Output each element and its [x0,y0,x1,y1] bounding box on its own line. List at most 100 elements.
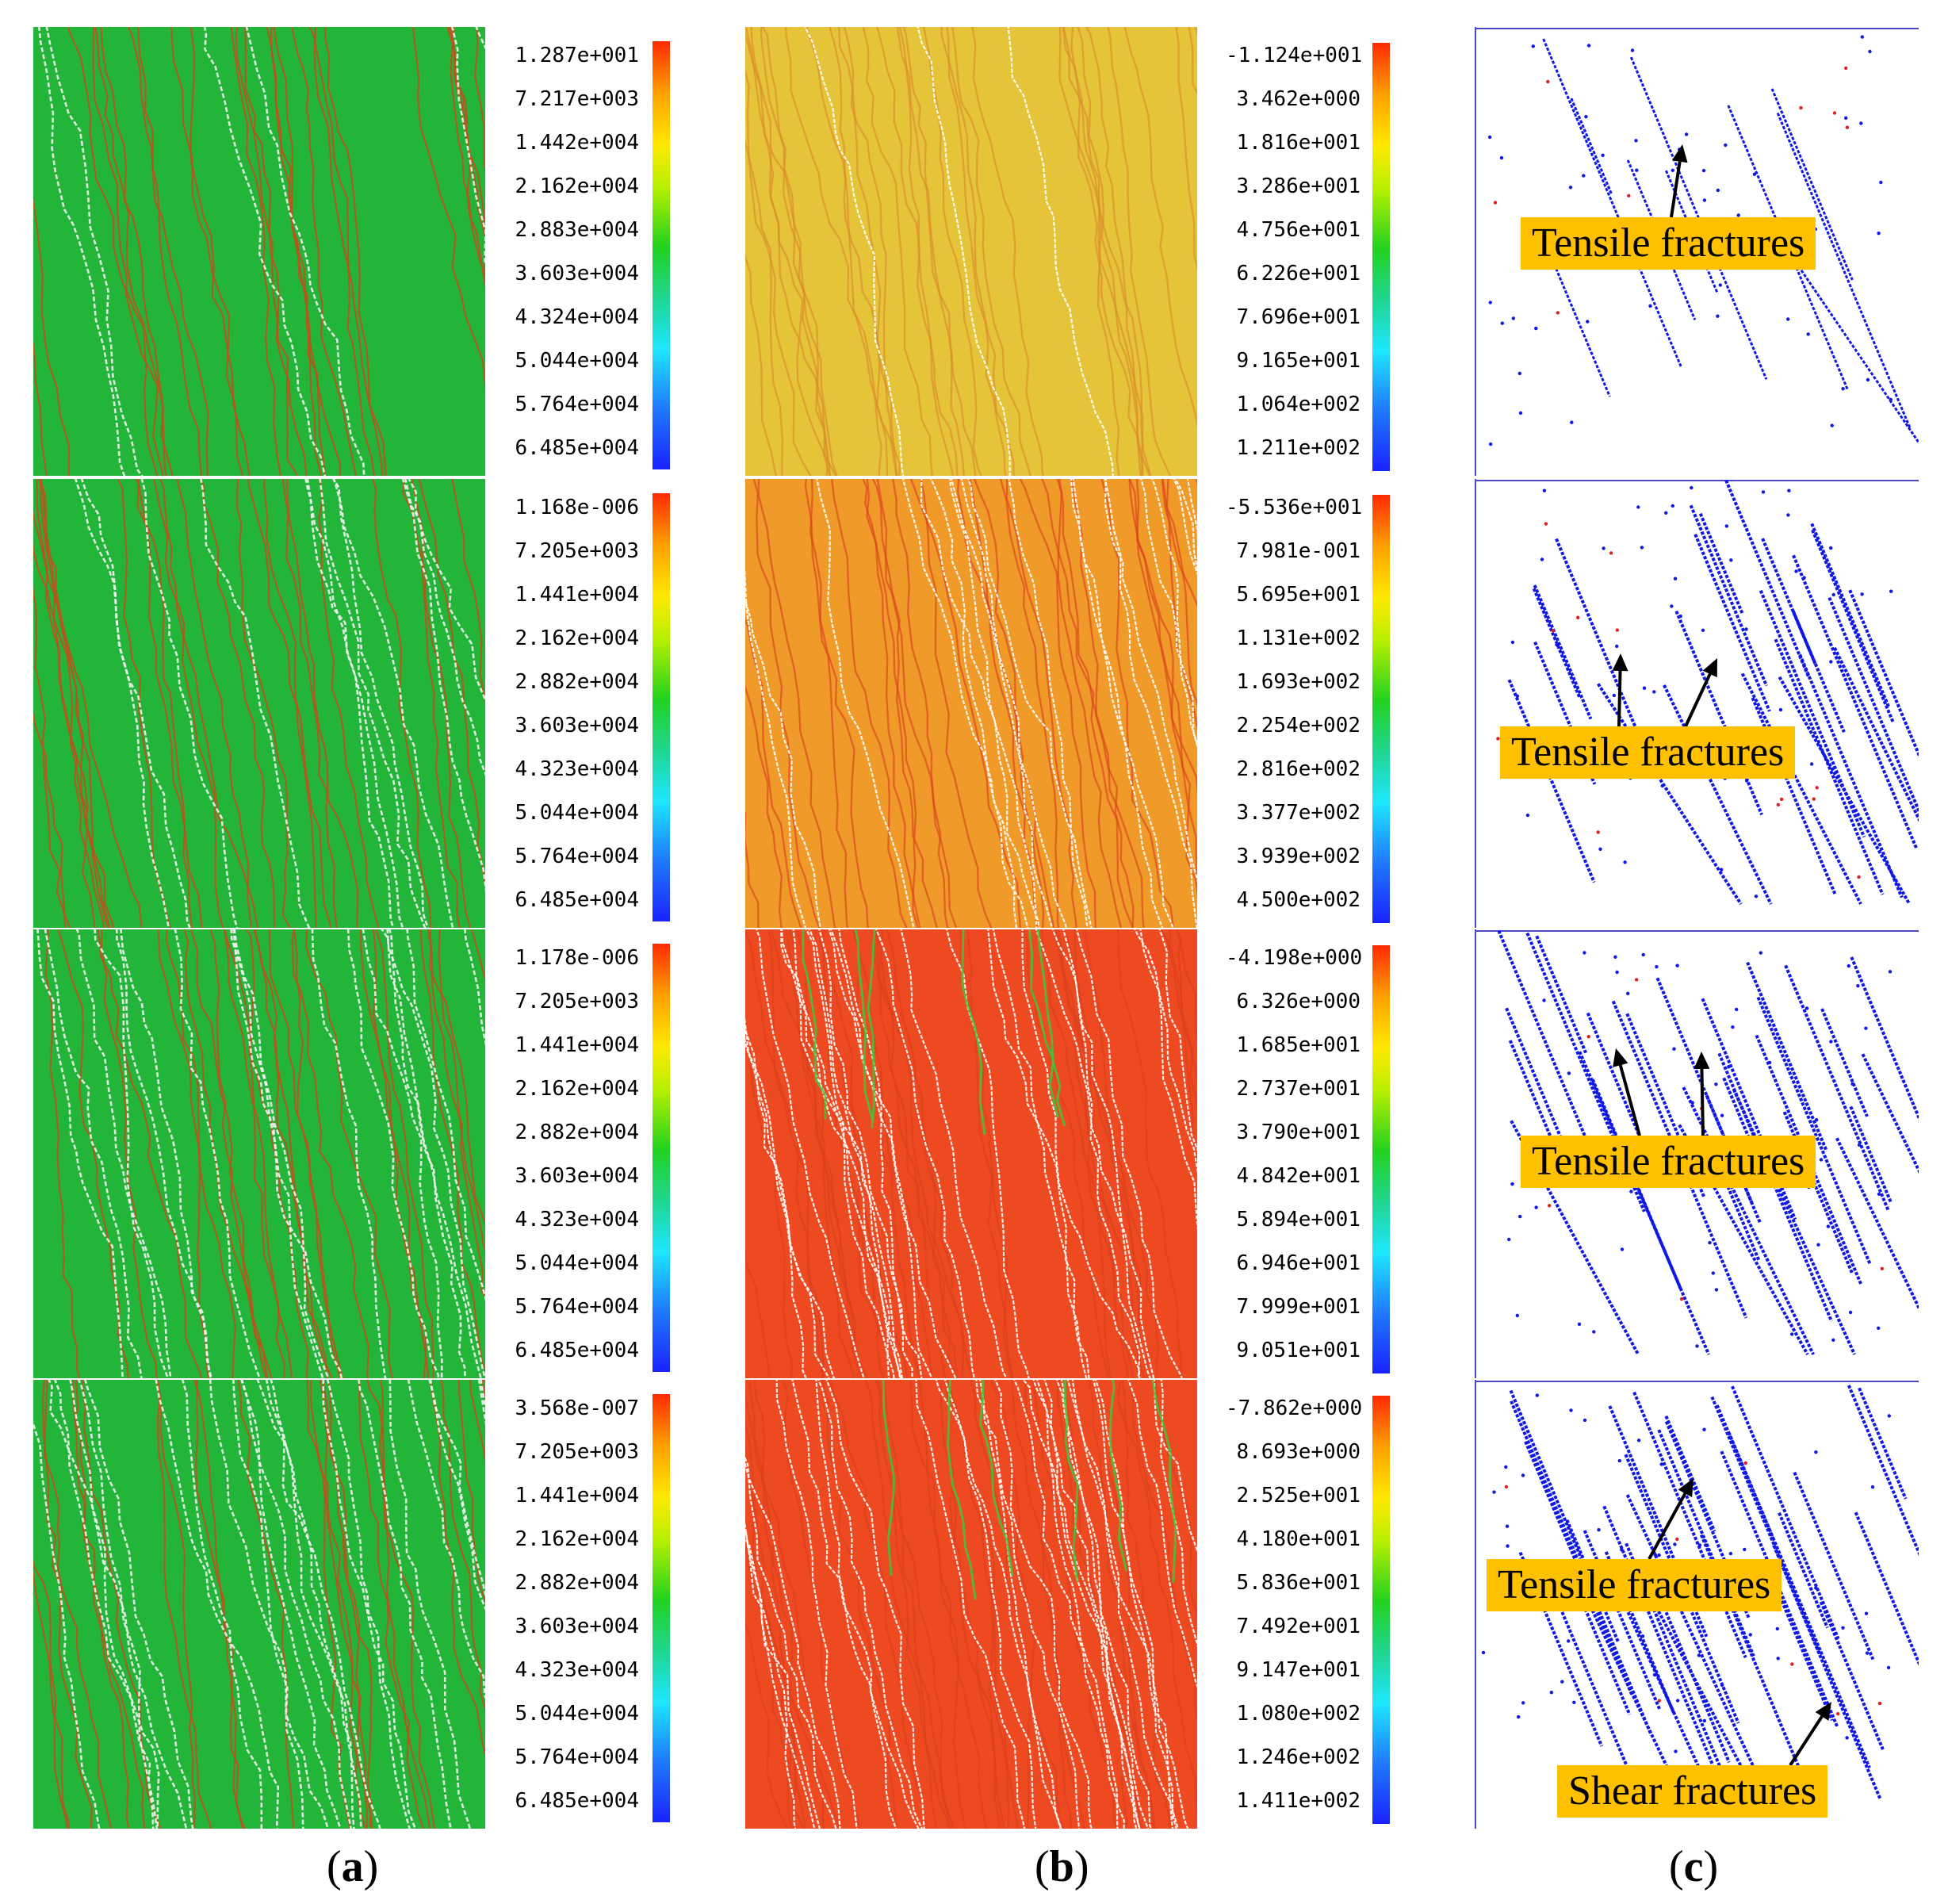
colorbar-tick-label: 4.323e+004 [515,757,639,781]
colorbar-tick-label: 1.441e+004 [515,583,639,607]
colorbar-tick-label: 2.162e+004 [515,1077,639,1101]
colorbar-tick-label: 2.162e+004 [515,174,639,198]
colorbar-tick-label: 5.044e+004 [515,1251,639,1275]
colorbar-tick-label: 3.790e+001 [1236,1121,1361,1144]
stress-field-panel-b [745,27,1197,476]
colorbar-tick-label: 3.603e+004 [515,262,639,285]
colorbar-tick-label: 1.441e+004 [515,1033,639,1057]
colorbar-tick-label: 1.211e+002 [1236,436,1361,460]
colorbar-tick-label: 3.286e+001 [1236,174,1361,198]
colorbar-tick-label: 4.842e+001 [1236,1164,1361,1188]
caption-a-letter: a [341,1842,364,1891]
colorbar-tick-label: 7.217e+003 [515,87,639,111]
colorbar-tick-label: 5.044e+004 [515,801,639,825]
colorbar-tick-label: 9.051e+001 [1236,1339,1361,1362]
colorbar-tick-label: 1.064e+002 [1236,393,1361,416]
fracture-map-panel-c [1475,479,1919,928]
colorbar-tick-label: 4.324e+004 [515,305,639,329]
colorbar-tick-label: 4.180e+001 [1236,1527,1361,1551]
colorbar-tick-label: 6.485e+004 [515,1339,639,1362]
colorbar-tick-label: 5.044e+004 [515,349,639,373]
field-plot-a [33,479,485,928]
colorbar-tick-label: 5.894e+001 [1236,1208,1361,1232]
colorbar-tick-label: 3.377e+002 [1236,801,1361,825]
colorbar-tick-label: 2.882e+004 [515,1121,639,1144]
colorbar-a [653,944,670,1372]
displacement-field-panel-a [33,27,485,476]
colorbar-tick-label: 6.485e+004 [515,1789,639,1813]
colorbar-a-ticks: 1.168e-006 7.205e+003 1.441e+004 2.162e+004… [504,496,639,941]
colorbar-a [653,41,670,469]
colorbar-a-ticks: 1.287e+001 7.217e+003 1.442e+004 2.162e+004… [504,44,639,488]
colorbar-tick-label: 7.492e+001 [1236,1615,1361,1638]
colorbar-tick-label: 4.323e+004 [515,1658,639,1682]
colorbar-tick-label: 1.693e+002 [1236,670,1361,694]
colorbar-a [653,1394,670,1822]
colorbar-b [1372,43,1390,471]
caption-a: (a) [327,1842,379,1891]
colorbar-b-ticks: -4.198e+000 6.326e+000 1.685e+001 2.737e+00… [1226,946,1363,1391]
colorbar-tick-label: 4.756e+001 [1236,218,1361,242]
colorbar-b-ticks: -1.124e+001 3.462e+000 1.816e+001 3.286e+00… [1226,44,1362,488]
colorbar-tick-label: 2.162e+004 [515,1527,639,1551]
colorbar-tick-label: 5.836e+001 [1236,1571,1361,1595]
colorbar-tick-label: 7.981e-001 [1236,539,1361,563]
field-plot-b [745,479,1197,928]
colorbar-b-ticks: -5.536e+001 7.981e-001 5.695e+001 1.131e+00… [1226,496,1363,941]
colorbar-a-ticks: 1.178e-006 7.205e+003 1.441e+004 2.162e+004… [504,947,639,1391]
colorbar-tick-label: 6.485e+004 [515,436,639,460]
colorbar-tick-label: 3.603e+004 [515,1164,639,1188]
colorbar-b-ticks: -7.862e+000 8.693e+000 2.525e+001 4.180e+00… [1226,1396,1363,1841]
colorbar-tick-label: 6.226e+001 [1236,262,1361,285]
fracture-plot-c [1475,479,1919,928]
stress-field-panel-b [745,1380,1197,1829]
colorbar-tick-label: 7.999e+001 [1236,1295,1361,1319]
colorbar-tick-label: -7.862e+000 [1226,1396,1363,1420]
field-plot-a [33,929,485,1378]
colorbar-tick-label: 8.693e+000 [1236,1440,1361,1464]
stress-field-panel-b [745,929,1197,1378]
colorbar-tick-label: 1.411e+002 [1236,1789,1361,1813]
colorbar-tick-label: 6.946e+001 [1236,1251,1361,1275]
displacement-field-panel-a [33,479,485,928]
colorbar-tick-label: 1.287e+001 [515,44,639,67]
field-plot-b [745,929,1197,1378]
colorbar-a [653,493,670,921]
colorbar-tick-label: 5.764e+004 [515,1745,639,1769]
field-plot-a [33,27,485,476]
colorbar-tick-label: 1.816e+001 [1236,131,1361,155]
colorbar-tick-label: 2.162e+004 [515,626,639,650]
colorbar-tick-label: 1.080e+002 [1236,1702,1361,1726]
colorbar-tick-label: 7.205e+003 [515,990,639,1013]
colorbar-tick-label: 5.044e+004 [515,1702,639,1726]
colorbar-tick-label: 1.168e-006 [515,496,639,519]
colorbar-tick-label: 5.695e+001 [1236,583,1361,607]
colorbar-tick-label: 3.568e-007 [515,1396,639,1420]
displacement-field-panel-a [33,1380,485,1829]
stress-field-panel-b [745,479,1197,928]
colorbar-tick-label: 1.131e+002 [1236,626,1361,650]
colorbar-tick-label: 3.462e+000 [1236,87,1361,111]
colorbar-tick-label: 1.178e-006 [515,946,639,970]
field-plot-b [745,1380,1197,1829]
colorbar-tick-label: 1.685e+001 [1236,1033,1361,1057]
colorbar-tick-label: 1.441e+004 [515,1484,639,1507]
colorbar-tick-label: 2.737e+001 [1236,1077,1361,1101]
colorbar-tick-label: 7.205e+003 [515,1440,639,1464]
colorbar-tick-label: 2.882e+004 [515,670,639,694]
colorbar-tick-label: 9.165e+001 [1236,349,1361,373]
colorbar-b [1372,945,1390,1373]
colorbar-tick-label: -5.536e+001 [1226,496,1363,519]
colorbar-tick-label: 4.500e+002 [1236,888,1361,912]
fracture-callout-label: Tensile fractures [1521,217,1816,270]
colorbar-tick-label: -4.198e+000 [1226,946,1363,970]
colorbar-tick-label: 3.603e+004 [515,1615,639,1638]
colorbar-tick-label: 4.323e+004 [515,1208,639,1232]
caption-b: (b) [1035,1842,1089,1891]
colorbar-tick-label: 2.883e+004 [515,218,639,242]
caption-b-letter: b [1049,1842,1074,1891]
field-plot-a [33,1380,485,1829]
displacement-field-panel-a [33,929,485,1378]
caption-c-letter: c [1683,1842,1704,1891]
colorbar-tick-label: 6.485e+004 [515,888,639,912]
